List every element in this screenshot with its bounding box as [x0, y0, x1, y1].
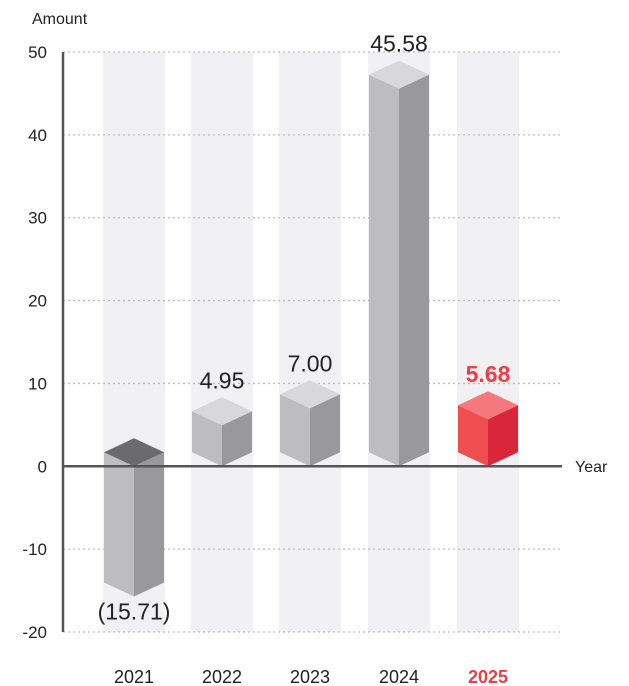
y-tick-labels: 50 40 30 20 10 0 -10 -20 — [22, 43, 47, 642]
bar-front-face — [458, 405, 488, 467]
y-tick-label: 0 — [38, 457, 47, 476]
y-tick-label: 50 — [28, 43, 47, 62]
bar-front-face — [280, 394, 310, 467]
x-tick-labels: 2021 2022 2023 2024 2025 — [114, 667, 508, 686]
grid-lines — [63, 51, 562, 633]
column-bands — [103, 52, 519, 632]
bar-top-face — [280, 380, 340, 409]
bar-top-face — [192, 397, 252, 426]
bar-top-face — [369, 60, 429, 89]
y-tick-label: 40 — [28, 126, 47, 145]
y-axis-title: Amount — [32, 11, 88, 28]
value-label-2023: 7.00 — [288, 350, 333, 376]
y-tick-label: 30 — [28, 209, 47, 228]
x-tick-label-2023: 2023 — [290, 667, 330, 686]
value-labels: (15.71) 4.95 7.00 45.58 5.68 — [98, 31, 511, 625]
x-axis-title: Year — [575, 459, 608, 476]
x-tick-label-2021: 2021 — [114, 667, 154, 686]
column-band-2022 — [191, 52, 253, 632]
x-tick-label-2025: 2025 — [468, 667, 508, 686]
bar-side-face — [399, 74, 429, 467]
bar-2022 — [192, 397, 252, 467]
bar-side-face — [488, 405, 518, 467]
value-label-2024: 45.58 — [370, 31, 428, 57]
bar-top-face — [104, 438, 164, 467]
bar-side-face — [134, 452, 164, 597]
y-tick-label: 10 — [28, 374, 47, 393]
bar-front-face — [369, 74, 399, 467]
bars — [104, 60, 518, 597]
bar-2023 — [280, 380, 340, 467]
bar-top-face — [458, 391, 518, 420]
bar-side-face — [222, 411, 252, 467]
value-label-2021: (15.71) — [98, 598, 171, 624]
bar-2024 — [369, 60, 429, 467]
bar-front-face — [104, 452, 134, 597]
column-band-2023 — [279, 52, 341, 632]
value-label-2025: 5.68 — [466, 361, 511, 387]
y-tick-label: -10 — [22, 540, 47, 559]
bar-front-face — [192, 411, 222, 467]
column-band-2025 — [457, 52, 519, 632]
bar-2021 — [104, 438, 164, 597]
y-tick-label: -20 — [22, 623, 47, 642]
bar-side-face — [310, 394, 340, 467]
x-tick-label-2024: 2024 — [379, 667, 419, 686]
y-tick-label: 20 — [28, 292, 47, 311]
x-tick-label-2022: 2022 — [202, 667, 242, 686]
value-label-2022: 4.95 — [200, 367, 245, 393]
bar-2025 — [458, 391, 518, 467]
